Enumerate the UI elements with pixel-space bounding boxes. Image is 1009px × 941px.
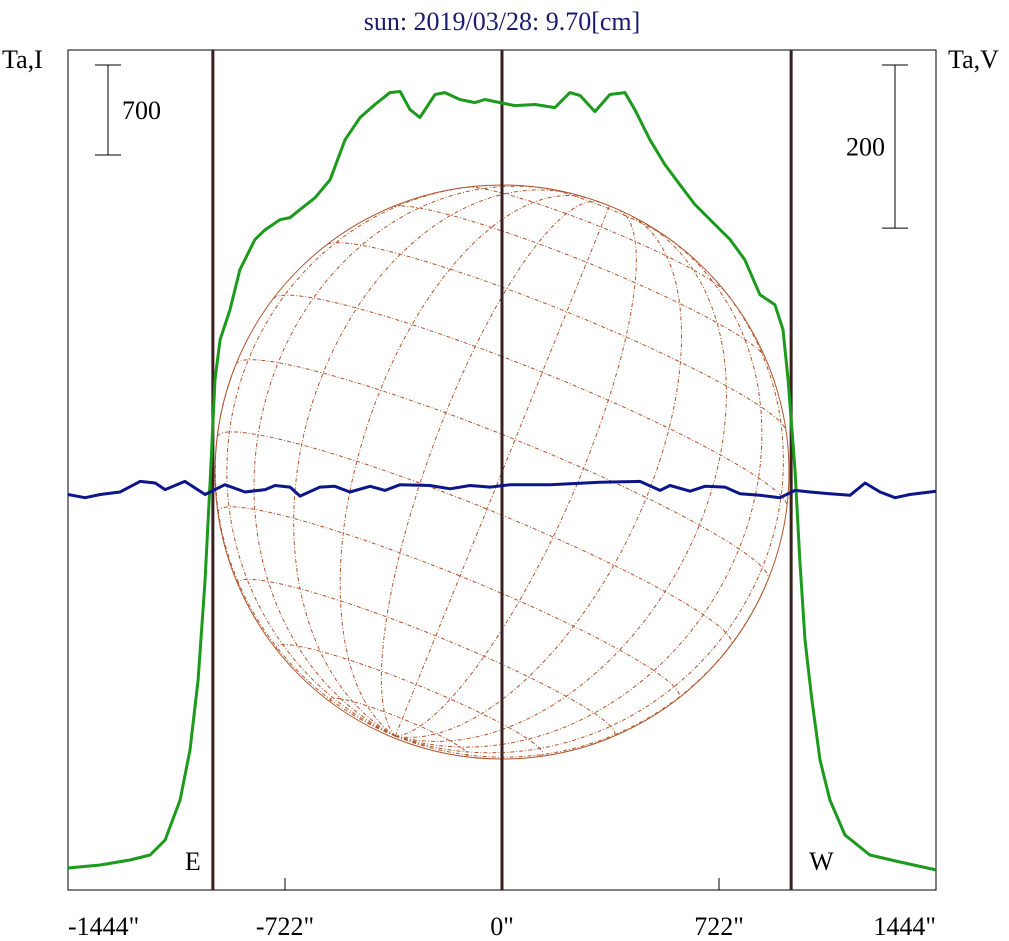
limb-label: W bbox=[809, 847, 834, 876]
solar-grid-line bbox=[329, 697, 469, 757]
solar-grid-line bbox=[395, 209, 637, 737]
x-tick-label: 1444" bbox=[873, 912, 936, 941]
chart-title: sun: 2019/03/28: 9.70[cm] bbox=[364, 7, 641, 36]
solar-grid-line bbox=[395, 233, 763, 748]
solar-grid-line bbox=[216, 431, 733, 645]
solar-grid-line bbox=[237, 578, 616, 738]
series-line bbox=[67, 479, 937, 500]
solar-grid-line bbox=[380, 200, 600, 737]
solar-grid-line bbox=[293, 189, 577, 737]
solar-grid-line bbox=[253, 185, 552, 737]
solar-grid-line bbox=[392, 205, 766, 358]
y2-axis-label: Ta,V bbox=[948, 45, 999, 74]
solar-grid-line bbox=[275, 644, 544, 757]
limb-label: E bbox=[185, 847, 201, 876]
series-line bbox=[67, 90, 937, 872]
solar-grid-line bbox=[466, 186, 726, 292]
x-tick-label: -722" bbox=[256, 912, 314, 941]
scale-bar-label: 200 bbox=[846, 133, 885, 162]
solar-grid-line bbox=[394, 205, 610, 737]
solar-grid-line bbox=[235, 359, 769, 580]
solar-grid-line bbox=[226, 184, 487, 737]
solar-grid-line bbox=[395, 215, 682, 738]
x-tick-label: -1444" bbox=[68, 912, 139, 941]
solar-disk bbox=[214, 184, 790, 760]
solar-grid-line bbox=[395, 276, 784, 754]
x-tick-label: 722" bbox=[694, 912, 744, 941]
solar-grid-line bbox=[545, 187, 668, 238]
x-tick-label: 0" bbox=[490, 912, 514, 941]
solar-grid-line bbox=[272, 294, 788, 507]
scale-bar-label: 700 bbox=[122, 96, 161, 125]
solar-grid-line bbox=[217, 506, 680, 700]
y-axis-label: Ta,I bbox=[2, 45, 43, 74]
